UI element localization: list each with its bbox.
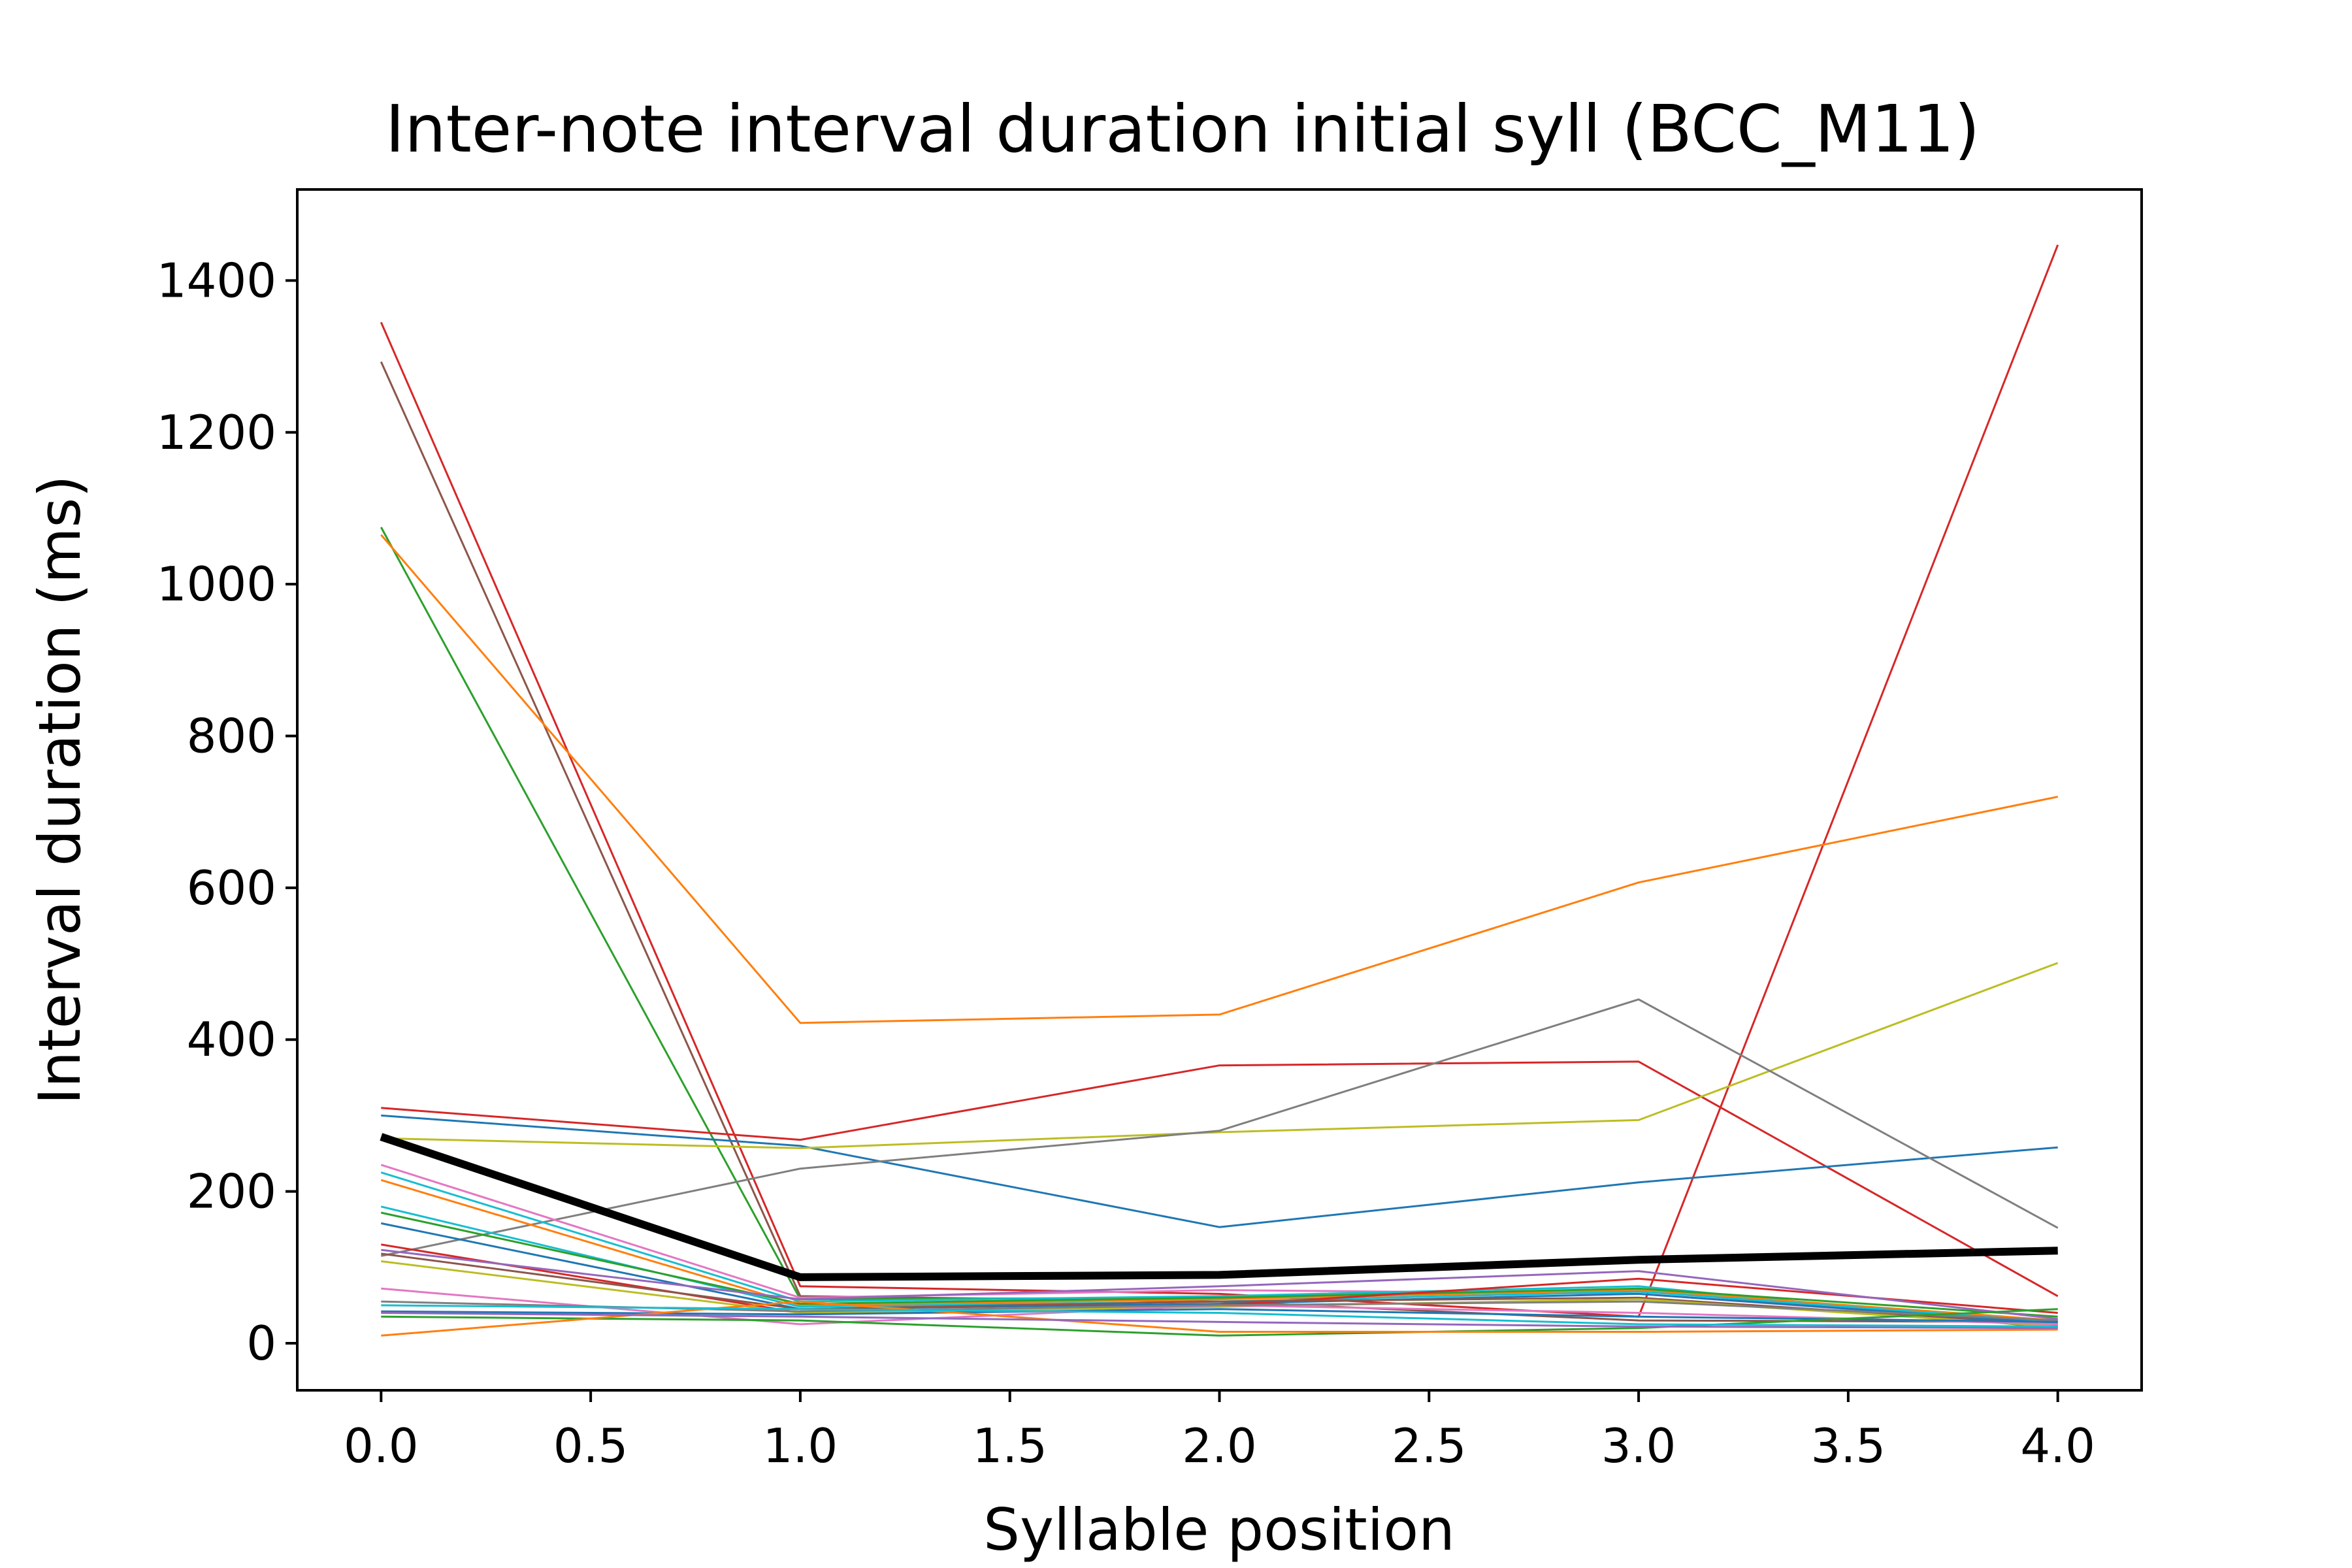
- y-tick-label: 200: [187, 1164, 276, 1219]
- y-axis-label: Interval duration (ms): [26, 475, 93, 1105]
- y-tick-label: 1200: [157, 405, 276, 460]
- x-tick-label: 0.0: [344, 1418, 419, 1473]
- y-tick-label: 1400: [157, 253, 276, 308]
- series-line-24: [381, 1312, 2058, 1330]
- x-tick-label: 1.5: [972, 1418, 1047, 1473]
- series-line-16: [381, 1249, 2058, 1320]
- series-line-14: [380, 1222, 2058, 1325]
- x-axis-label: Syllable position: [983, 1496, 1455, 1563]
- y-tick-label: 800: [187, 709, 276, 764]
- series-layer: [380, 244, 2059, 1337]
- x-tick-label: 2.0: [1182, 1418, 1257, 1473]
- y-tick-label: 400: [187, 1012, 276, 1067]
- x-axis: 0.0 0.5 1.0 1.5 2.0 2.5 3.0 3.5 4.0: [344, 1390, 2095, 1473]
- y-tick-label: 0: [246, 1316, 276, 1371]
- series-line-23: [381, 1300, 2058, 1337]
- series-line-7: [381, 962, 2059, 1149]
- series-line-17: [381, 1252, 2058, 1326]
- x-tick-label: 1.0: [763, 1418, 838, 1473]
- series-line-6: [381, 1114, 2058, 1228]
- series-line-1: [380, 244, 2059, 1318]
- series-line-8: [380, 998, 2059, 1257]
- y-tick-label: 600: [187, 860, 276, 915]
- series-line-25: [381, 1304, 2058, 1328]
- y-tick-label: 1000: [157, 557, 276, 612]
- chart-title: Inter-note interval duration initial syl…: [385, 91, 1980, 167]
- x-tick-label: 4.0: [2020, 1418, 2095, 1473]
- x-tick-label: 2.5: [1392, 1418, 1467, 1473]
- series-line-mean: [380, 1133, 2058, 1281]
- x-tick-label: 3.0: [1601, 1418, 1676, 1473]
- series-line-11: [380, 1179, 2058, 1322]
- series-line-4: [380, 534, 2059, 1024]
- x-tick-label: 3.5: [1811, 1418, 1886, 1473]
- series-line-13: [380, 1211, 2058, 1318]
- y-axis: 0 200 400 600 800 1000 1200 1400: [157, 253, 297, 1371]
- series-line-5: [381, 1060, 2059, 1298]
- series-line-22: [381, 1308, 2058, 1337]
- x-tick-label: 0.5: [553, 1418, 629, 1473]
